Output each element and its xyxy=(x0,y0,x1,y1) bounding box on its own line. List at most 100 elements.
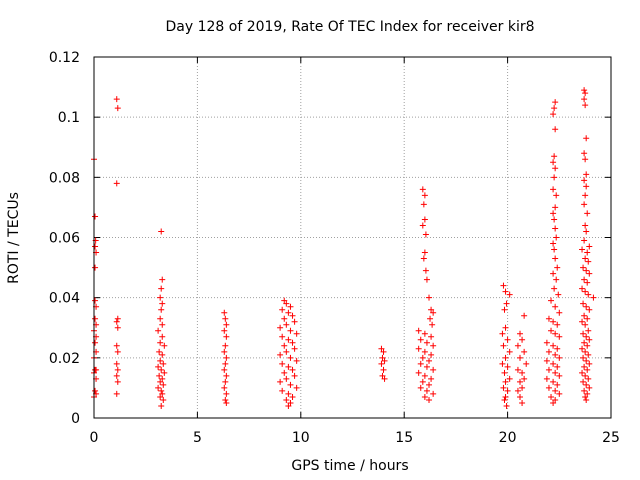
data-point xyxy=(421,192,428,199)
y-tick-label: 0.02 xyxy=(49,351,80,367)
data-point xyxy=(583,228,590,235)
data-point xyxy=(582,156,589,163)
tick-labels: 0 5 10 15 20 25 0 0.02 0.04 0.06 0.08 0.1 0.12 xyxy=(49,50,620,446)
data-point xyxy=(543,357,550,364)
data-point xyxy=(281,342,288,349)
data-point xyxy=(499,360,506,367)
y-tick-label: 0.1 xyxy=(58,110,80,126)
data-point xyxy=(221,327,228,334)
data-point xyxy=(581,387,588,394)
data-point xyxy=(554,345,561,352)
data-point xyxy=(92,339,99,346)
data-point xyxy=(279,360,286,367)
data-point xyxy=(554,321,561,328)
data-point xyxy=(417,360,424,367)
data-point xyxy=(159,390,166,397)
data-point xyxy=(427,315,434,322)
data-point xyxy=(223,321,230,328)
data-point xyxy=(156,348,163,355)
data-point xyxy=(430,390,437,397)
data-point xyxy=(428,375,435,382)
data-point xyxy=(551,216,558,223)
plot-frame xyxy=(93,56,612,419)
data-point xyxy=(517,378,524,385)
data-point xyxy=(519,369,526,376)
data-point xyxy=(554,264,561,271)
data-point xyxy=(550,378,557,385)
data-point xyxy=(114,315,121,322)
data-point xyxy=(585,351,592,358)
data-point xyxy=(419,186,426,193)
x-axis-label: GPS time / hours xyxy=(291,458,408,474)
data-point xyxy=(415,369,422,376)
data-point xyxy=(157,315,164,322)
data-point xyxy=(420,201,427,208)
data-point xyxy=(550,240,557,247)
data-point xyxy=(583,303,590,310)
chart-title: Day 128 of 2019, Rate Of TEC Index for r… xyxy=(165,19,534,35)
data-point xyxy=(551,246,558,253)
data-point xyxy=(552,351,559,358)
data-point xyxy=(504,363,511,370)
data-point xyxy=(553,276,560,283)
data-point xyxy=(550,186,557,193)
y-tick-label: 0.06 xyxy=(49,231,80,247)
data-point xyxy=(293,357,300,364)
data-point xyxy=(550,318,557,325)
y-axis-label: ROTI / TECUs xyxy=(6,192,22,284)
data-point xyxy=(287,303,294,310)
data-point xyxy=(502,324,509,331)
data-point xyxy=(114,105,121,112)
data-point xyxy=(421,393,428,400)
data-point xyxy=(222,396,229,403)
data-point xyxy=(556,309,563,316)
data-point xyxy=(287,399,294,406)
data-point xyxy=(285,309,292,316)
data-point xyxy=(114,324,121,331)
data-point xyxy=(548,393,555,400)
data-point xyxy=(585,327,592,334)
data-point xyxy=(581,339,588,346)
data-point xyxy=(423,387,430,394)
data-point xyxy=(550,111,557,118)
data-point xyxy=(421,216,428,223)
data-point xyxy=(582,192,589,199)
data-point xyxy=(499,330,506,337)
data-point xyxy=(430,342,437,349)
data-point xyxy=(580,330,587,337)
data-point xyxy=(92,315,99,322)
data-point xyxy=(504,336,511,343)
data-point xyxy=(92,243,99,250)
data-point xyxy=(586,336,593,343)
data-point xyxy=(380,348,387,355)
data-point xyxy=(585,375,592,382)
data-point xyxy=(430,366,437,373)
data-point xyxy=(279,333,286,340)
data-point xyxy=(428,306,435,313)
x-tick-label: 10 xyxy=(292,430,310,446)
data-point xyxy=(582,222,589,229)
data-point xyxy=(585,258,592,265)
data-point xyxy=(584,366,591,373)
data-point xyxy=(586,243,593,250)
data-point xyxy=(502,288,509,295)
data-point xyxy=(581,237,588,244)
data-point xyxy=(580,264,587,271)
data-point xyxy=(158,306,165,313)
data-point xyxy=(381,357,388,364)
data-point xyxy=(548,297,555,304)
data-point xyxy=(92,297,99,304)
data-point xyxy=(419,378,426,385)
data-point xyxy=(157,357,164,364)
data-point xyxy=(580,354,587,361)
data-point xyxy=(92,387,99,394)
data-point xyxy=(583,183,590,190)
data-point xyxy=(378,345,385,352)
data-point xyxy=(550,159,557,166)
data-point xyxy=(423,276,430,283)
data-point xyxy=(517,393,524,400)
x-tick-label: 20 xyxy=(499,430,517,446)
data-point xyxy=(159,276,166,283)
data-point xyxy=(543,375,550,382)
